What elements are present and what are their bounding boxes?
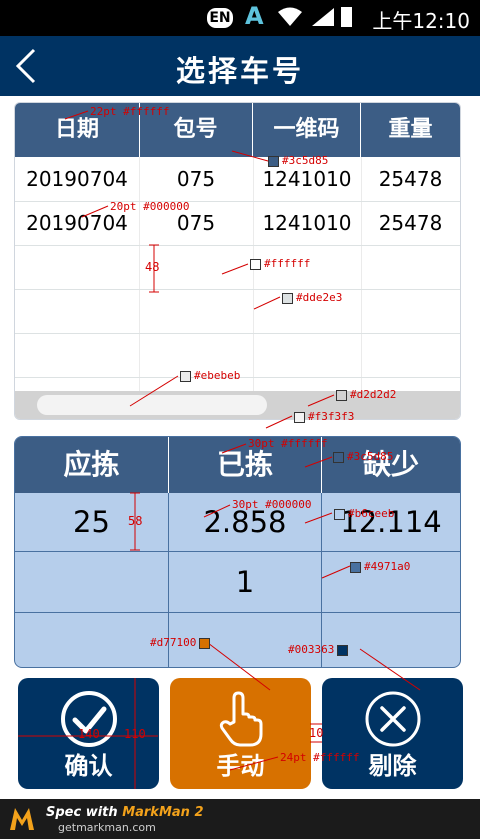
table-row-empty[interactable] <box>15 334 460 378</box>
footer-site: getmarkman.com <box>58 821 156 834</box>
nav-bar: 选择车号 <box>0 36 480 96</box>
summary-row[interactable]: 1 <box>15 552 460 613</box>
table-header: 日期 包号 一维码 重量 <box>15 103 460 157</box>
cell-picked: 1 <box>235 565 255 599</box>
header-missing: 缺少 <box>362 448 419 481</box>
hand-pointer-icon <box>219 691 263 747</box>
annotation-label: 58 <box>128 514 143 528</box>
input-method-badge: EN <box>207 8 233 28</box>
clock: 上午12:10 <box>372 9 470 33</box>
column-divider <box>253 157 254 391</box>
annotation-label: #ffffff <box>250 257 310 270</box>
color-swatch <box>180 370 191 382</box>
markman-footer: Spec with MarkMan 2 getmarkman.com <box>0 799 480 839</box>
cell-barcode: 1241010 <box>262 211 352 235</box>
annotation-label: #4971a0 <box>350 560 410 573</box>
pick-summary-table: 应拣 已拣 缺少 25 2.858 12.114 1 <box>14 436 461 668</box>
color-swatch <box>333 451 344 463</box>
annotation-label: 24pt #ffffff <box>280 751 360 764</box>
cell-date: 20190704 <box>26 167 128 191</box>
annotation-label: 22pt #ffffff <box>90 105 170 118</box>
cell-to-pick: 25 <box>73 505 110 539</box>
table-row-empty[interactable] <box>15 290 460 334</box>
annotation-label: 30pt #000000 <box>232 498 312 511</box>
confirm-label: 确认 <box>64 752 113 780</box>
annotation-label: #d2d2d2 <box>336 388 396 401</box>
cell-date: 20190704 <box>26 211 128 235</box>
confirm-button[interactable]: 确认 <box>18 678 159 789</box>
cell-missing: 12.114 <box>340 505 442 539</box>
scrollbar-thumb[interactable] <box>37 395 267 415</box>
summary-row[interactable] <box>15 613 460 667</box>
header-barcode[interactable]: 一维码 <box>253 103 361 157</box>
delete-label: 剔除 <box>368 752 417 780</box>
cell-package: 075 <box>176 167 216 191</box>
annotation-label: #003363 <box>288 643 351 656</box>
annotation-label: #3c5d85 <box>333 450 393 463</box>
chevron-left-icon <box>15 48 36 84</box>
annotation-label: 30pt #ffffff <box>248 437 328 450</box>
summary-header: 应拣 已拣 缺少 <box>15 437 460 493</box>
signal-icon <box>312 8 334 26</box>
table-row-empty[interactable] <box>15 246 460 290</box>
annotation-label: #f3f3f3 <box>294 410 354 423</box>
column-divider <box>361 157 362 391</box>
column-divider <box>139 157 140 391</box>
cell-package: 075 <box>176 211 216 235</box>
cell-barcode: 1241010 <box>262 167 352 191</box>
color-swatch <box>268 155 279 167</box>
annotation-label: 10 <box>309 726 324 740</box>
delete-button[interactable]: 剔除 <box>322 678 463 789</box>
color-swatch <box>336 389 347 401</box>
color-swatch <box>337 644 349 656</box>
annotation-label: #dde2e3 <box>282 291 342 304</box>
column-divider <box>168 493 169 667</box>
annotation-label: #3c5d85 <box>268 154 328 167</box>
header-to-pick: 应拣 <box>63 448 120 481</box>
status-bar: EN A 上午12:10 <box>0 0 480 36</box>
color-swatch <box>199 637 211 649</box>
annotation-label: 48 <box>145 260 160 274</box>
header-picked: 已拣 <box>216 448 273 481</box>
color-swatch <box>350 561 361 573</box>
header-weight[interactable]: 重量 <box>388 117 433 142</box>
check-circle-icon <box>61 691 117 747</box>
table-row[interactable]: 20190704 075 1241010 25478 <box>15 158 460 202</box>
markman-logo-icon <box>10 808 34 830</box>
annotation-label: 110 <box>124 727 146 741</box>
annotation-label: #d77100 <box>150 636 213 649</box>
manual-button[interactable]: 手动 <box>170 678 311 789</box>
header-package[interactable]: 包号 <box>139 103 253 157</box>
footer-brand: Spec with MarkMan 2 <box>46 805 204 820</box>
wifi-icon <box>278 7 302 26</box>
color-swatch <box>334 508 345 520</box>
annotation-label: 20pt #000000 <box>110 200 190 213</box>
cell-weight: 25478 <box>378 211 443 235</box>
color-swatch <box>294 411 305 423</box>
column-divider <box>321 493 322 667</box>
x-circle-icon <box>365 691 421 747</box>
back-button[interactable] <box>12 48 42 84</box>
battery-icon <box>341 7 352 27</box>
annotation-label: #b6ceeb <box>334 507 394 520</box>
annotation-label: #ebebeb <box>180 369 240 382</box>
color-swatch <box>250 258 261 270</box>
app-notification-icon: A <box>245 2 264 30</box>
annotation-label: 140 <box>78 727 100 741</box>
table-row[interactable]: 20190704 075 1241010 25478 <box>15 202 460 246</box>
cell-weight: 25478 <box>378 167 443 191</box>
header-date[interactable]: 日期 <box>15 103 140 157</box>
page-title: 选择车号 <box>175 54 304 88</box>
color-swatch <box>282 292 293 304</box>
